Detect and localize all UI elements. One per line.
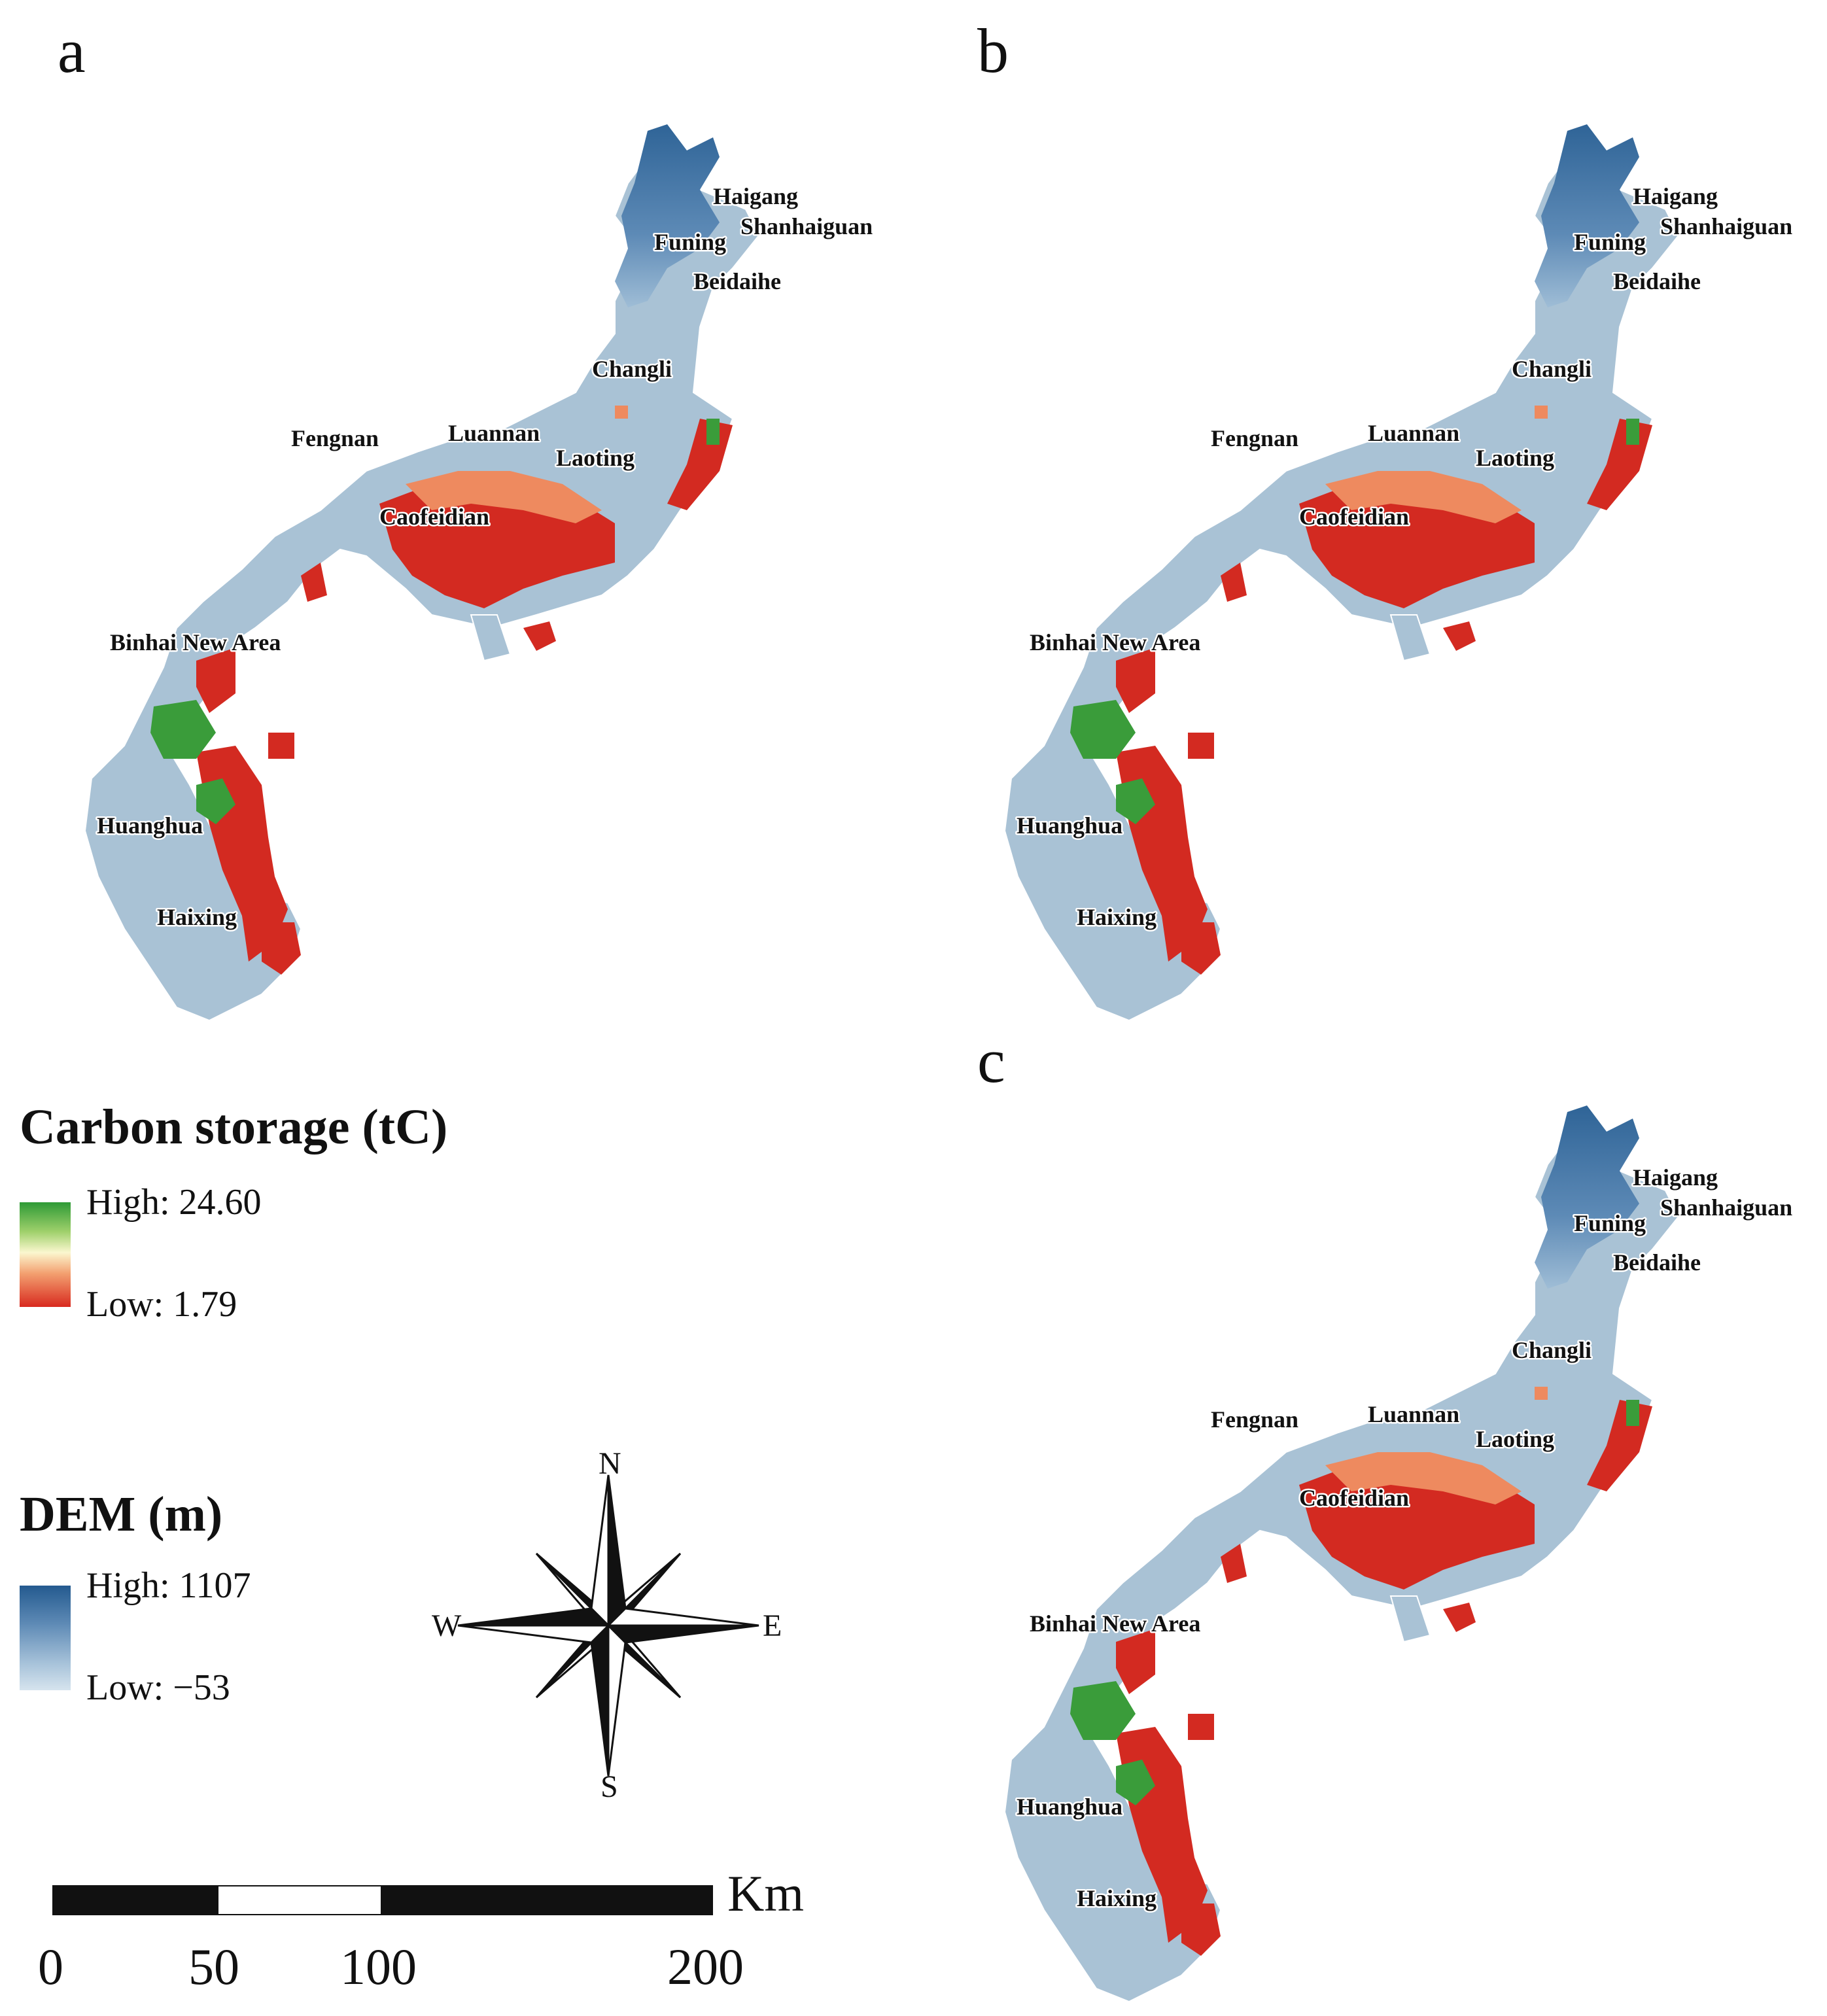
carbon-legend-title: Carbon storage (tC)	[20, 1100, 448, 1155]
scale-tick-50: 50	[188, 1938, 239, 1995]
carbon-high-label: High: 24.60	[86, 1182, 262, 1223]
label-haigang: Haigang	[713, 183, 798, 209]
label-caofeidian: Caofeidian	[1299, 1485, 1409, 1511]
scale-tick-0: 0	[38, 1938, 63, 1995]
carbon-color-ramp	[20, 1202, 71, 1307]
label-laoting: Laoting	[1476, 445, 1554, 471]
dem-low-label: Low: −53	[86, 1667, 230, 1708]
label-changli: Changli	[592, 356, 672, 382]
label-binhai: Binhai New Area	[1030, 1610, 1200, 1637]
compass-n-label: N	[599, 1449, 621, 1481]
label-laoting: Laoting	[556, 445, 635, 471]
dem-color-ramp	[20, 1586, 71, 1690]
panel-b-letter: b	[977, 16, 1009, 86]
scale-tick-100: 100	[340, 1938, 417, 1995]
map-panel-c: Haigang Shanhaiguan Funing Beidaihe Chan…	[959, 1034, 1827, 2015]
label-haigang: Haigang	[1633, 1164, 1718, 1190]
scale-unit-label: Km	[727, 1865, 804, 1922]
label-haigang: Haigang	[1633, 183, 1718, 209]
label-changli: Changli	[1512, 1337, 1592, 1363]
label-luannan: Luannan	[1368, 420, 1459, 446]
dem-legend-title: DEM (m)	[20, 1487, 223, 1542]
label-beidaihe: Beidaihe	[1613, 1249, 1701, 1276]
label-fengnan: Fengnan	[1211, 425, 1298, 451]
label-beidaihe: Beidaihe	[1613, 268, 1701, 294]
north-arrow-compass: N S E W	[432, 1446, 798, 1804]
compass-s-label: S	[600, 1769, 618, 1802]
dem-high-label: High: 1107	[86, 1565, 251, 1606]
label-haixing: Haixing	[157, 904, 237, 930]
label-funing: Funing	[1574, 1210, 1646, 1236]
label-huanghua: Huanghua	[97, 812, 203, 839]
label-laoting: Laoting	[1476, 1426, 1554, 1452]
label-binhai: Binhai New Area	[1030, 629, 1200, 655]
scale-bar	[52, 1885, 713, 1915]
label-fengnan: Fengnan	[1211, 1406, 1298, 1433]
map-panel-b: Haigang Shanhaiguan Funing Beidaihe Chan…	[959, 52, 1827, 1034]
label-shanhaiguan: Shanhaiguan	[1660, 1194, 1792, 1221]
map-panel-a: Haigang Shanhaiguan Funing Beidaihe Chan…	[39, 52, 942, 1034]
carbon-low-label: Low: 1.79	[86, 1284, 237, 1325]
compass-w-label: W	[432, 1608, 462, 1643]
label-luannan: Luannan	[1368, 1401, 1459, 1427]
label-shanhaiguan: Shanhaiguan	[740, 213, 873, 239]
label-beidaihe: Beidaihe	[693, 268, 781, 294]
label-funing: Funing	[1574, 229, 1646, 255]
label-huanghua: Huanghua	[1017, 1794, 1122, 1820]
label-caofeidian: Caofeidian	[1299, 504, 1409, 530]
label-funing: Funing	[654, 229, 726, 255]
scale-tick-200: 200	[667, 1938, 744, 1995]
label-caofeidian: Caofeidian	[379, 504, 489, 530]
label-luannan: Luannan	[448, 420, 540, 446]
label-shanhaiguan: Shanhaiguan	[1660, 213, 1792, 239]
label-fengnan: Fengnan	[291, 425, 379, 451]
label-haixing: Haixing	[1077, 1885, 1157, 1911]
panel-a-letter: a	[58, 16, 86, 86]
label-changli: Changli	[1512, 356, 1592, 382]
label-haixing: Haixing	[1077, 904, 1157, 930]
label-binhai: Binhai New Area	[110, 629, 281, 655]
panel-c-letter: c	[977, 1026, 1005, 1096]
label-huanghua: Huanghua	[1017, 812, 1122, 839]
compass-e-label: E	[763, 1608, 782, 1643]
